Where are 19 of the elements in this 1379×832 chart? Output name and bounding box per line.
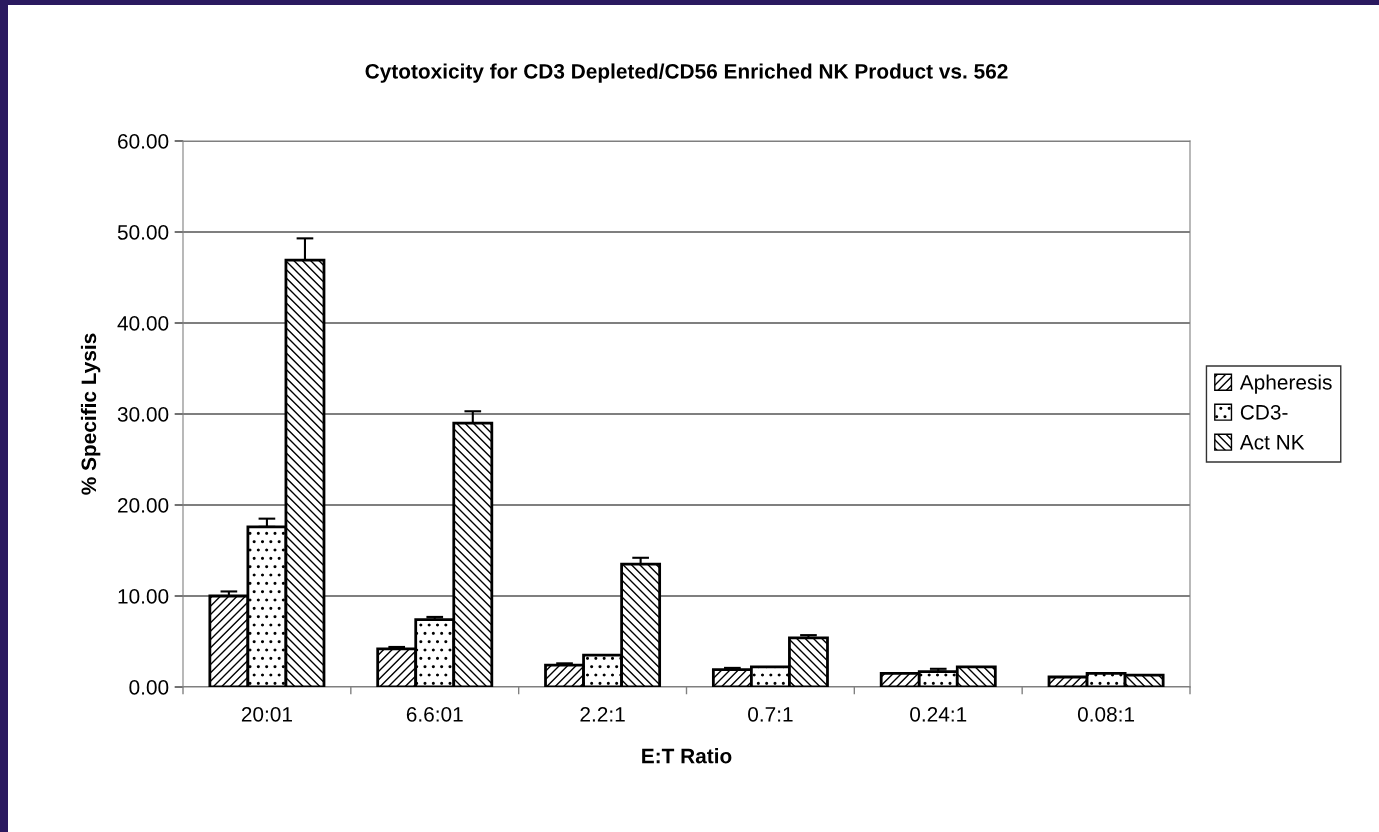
y-tick-label: 40.00 — [117, 316, 169, 331]
legend-label: Apheresis — [1239, 374, 1332, 394]
x-tick-label: 20:01 — [241, 706, 292, 722]
x-tick-label: 6.6:01 — [406, 706, 463, 722]
x-tick-label: 0.08:1 — [1077, 706, 1135, 722]
x-tick-label: 0.24:1 — [910, 706, 967, 722]
y-tick-label: 30.00 — [117, 407, 169, 422]
y-tick-label: 20.00 — [118, 498, 169, 513]
x-tick-label: 0.7:1 — [748, 706, 793, 722]
x-axis-title: E:T Ratio — [642, 748, 732, 764]
y-tick-label: 60.00 — [118, 134, 169, 149]
y-tick-label: 10.00 — [118, 589, 169, 604]
x-tick-label: 2.2:1 — [580, 706, 625, 722]
legend-label: CD3- — [1240, 404, 1288, 420]
y-axis-title: % Specific Lysis — [80, 333, 101, 495]
y-tick-label: 50.00 — [117, 225, 169, 240]
chart-title: Cytotoxicity for CD3 Depleted/CD56 Enriched NK Product vs. 562 — [365, 63, 1008, 83]
y-tick-label: 0.00 — [129, 680, 169, 695]
legend-label: Act NK — [1239, 435, 1305, 450]
